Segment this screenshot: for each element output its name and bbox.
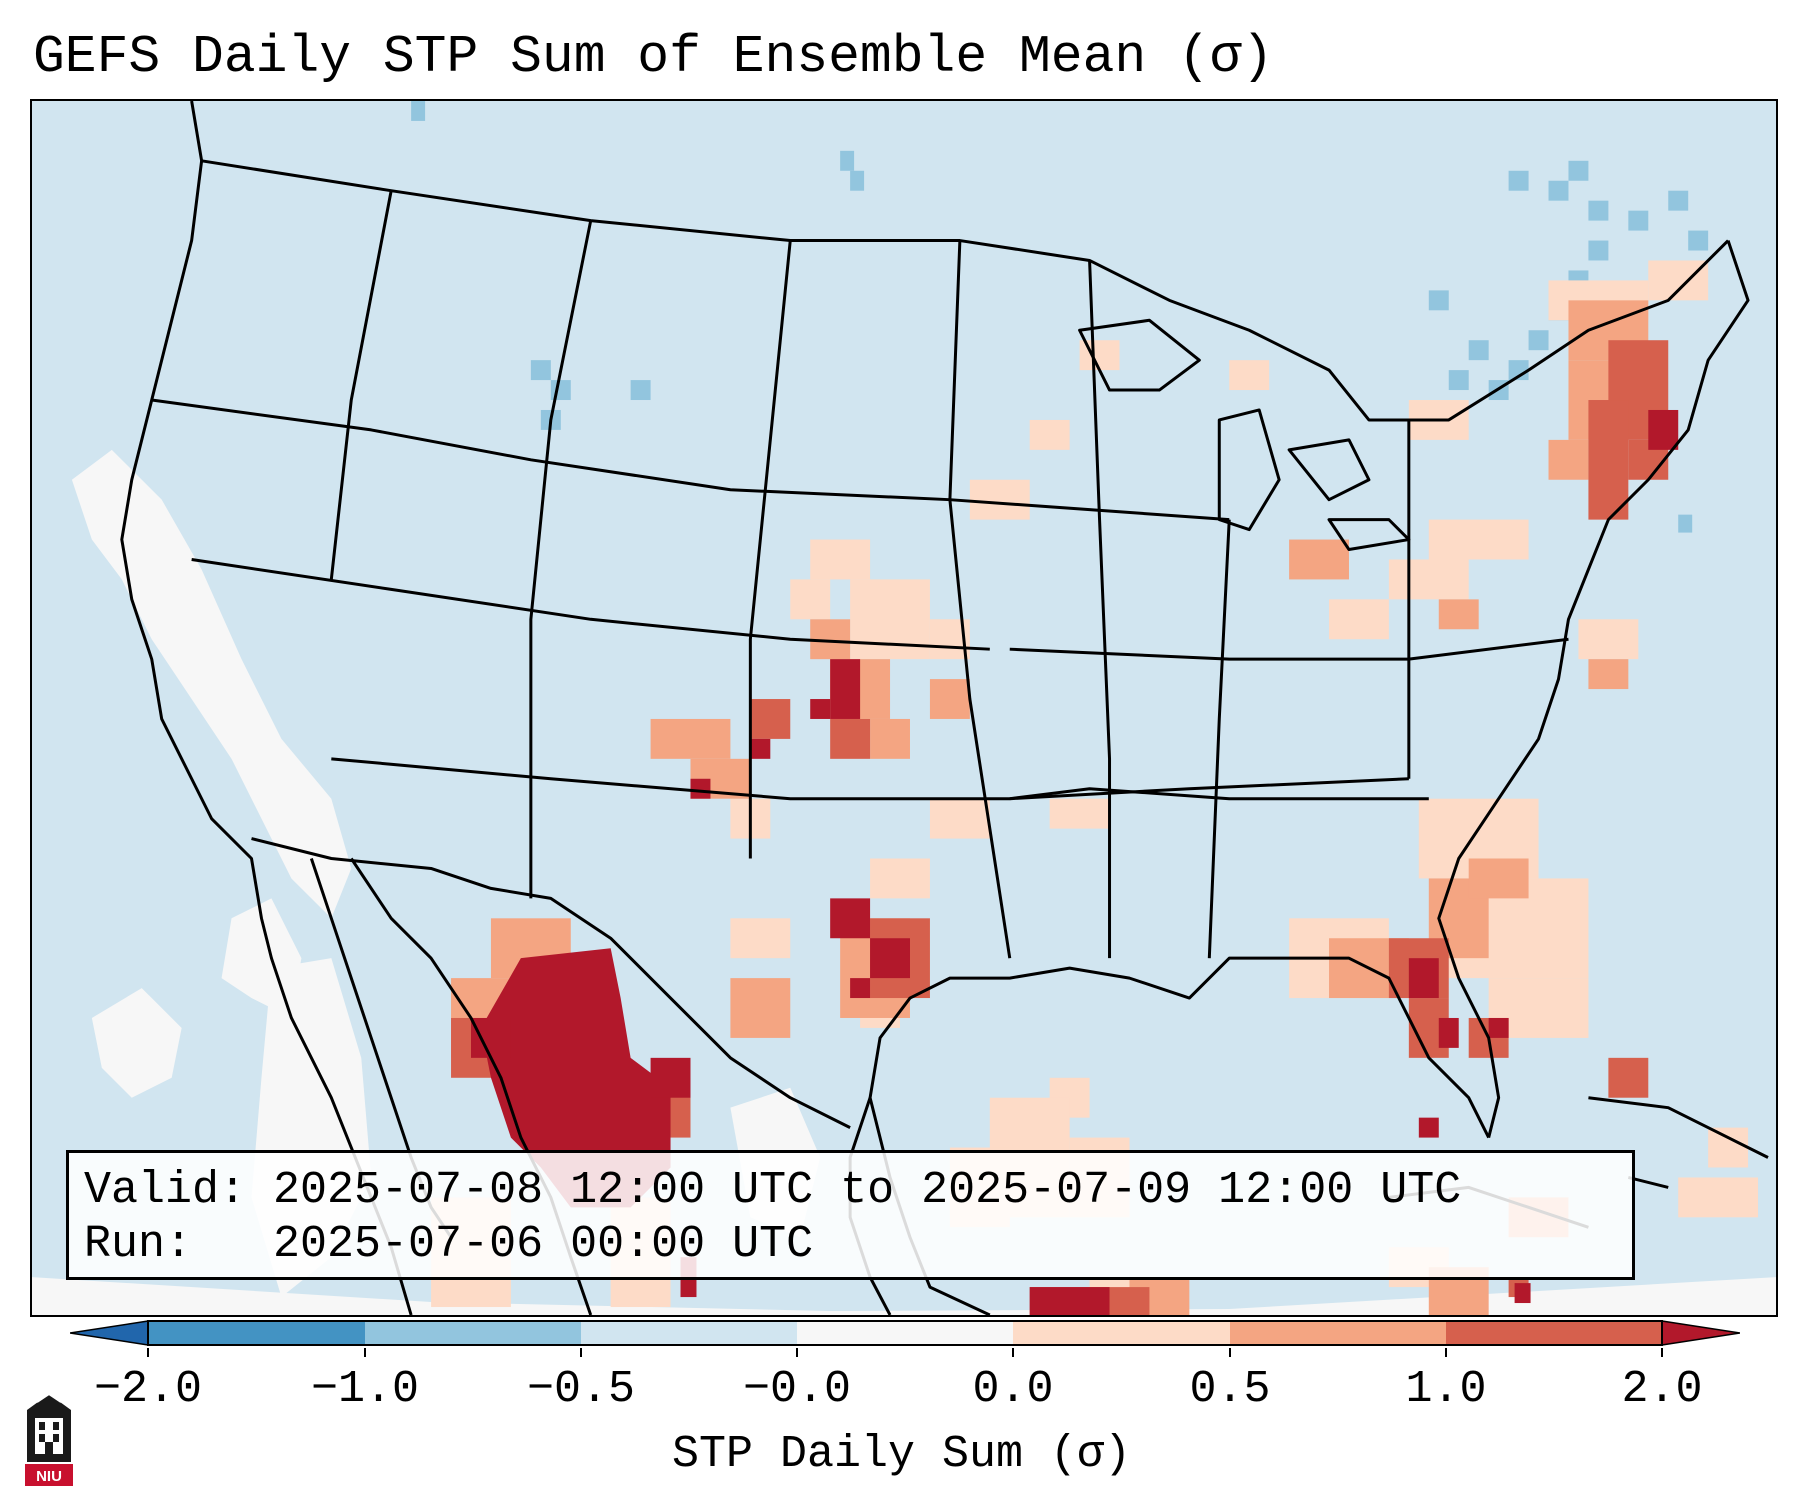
boundaries (120, 101, 1769, 1315)
colorbar-tick (147, 1348, 149, 1357)
colorbar-tick (1229, 1348, 1231, 1357)
region-positive-extreme (470, 409, 1679, 1315)
valid-time-text: Valid: 2025-07-08 12:00 UTC to 2025-07-0… (84, 1165, 1462, 1216)
colorbar-bin (148, 1321, 365, 1345)
map-canvas (32, 101, 1776, 1315)
colorbar-tick-label: 0.5 (1189, 1364, 1271, 1415)
colorbar (70, 1320, 1740, 1346)
colorbar-tick-label: −0.0 (742, 1364, 852, 1415)
colorbar-outline (147, 1320, 1663, 1346)
region-negative-canada (411, 101, 1709, 533)
colorbar-under-extend (70, 1320, 149, 1346)
map-panel (30, 99, 1778, 1317)
colorbar-bin (1013, 1321, 1230, 1345)
colorbar-bin (1446, 1321, 1662, 1345)
colorbar-bin (581, 1321, 797, 1345)
colorbar-tick-label: 2.0 (1621, 1364, 1703, 1415)
colorbar-tick-label: −2.0 (93, 1364, 203, 1415)
colorbar-tick-label: −1.0 (310, 1364, 420, 1415)
colorbar-tick (1445, 1348, 1447, 1357)
colorbar-tick-label: 1.0 (1405, 1364, 1487, 1415)
colorbar-tick (1012, 1348, 1014, 1357)
colorbar-tick-label: 0.0 (972, 1364, 1054, 1415)
colorbar-tick (364, 1348, 366, 1357)
colorbar-over-extend (1661, 1320, 1740, 1346)
logo-text: NIU (36, 1468, 62, 1485)
colorbar-tick (1661, 1348, 1663, 1357)
colorbar-bin (1230, 1321, 1446, 1345)
colorbar-bin (797, 1321, 1013, 1345)
chart-title: GEFS Daily STP Sum of Ensemble Mean (σ) (33, 27, 1274, 87)
colorbar-title: STP Daily Sum (σ) (671, 1429, 1132, 1480)
colorbar-tick (796, 1348, 798, 1357)
niu-logo: NIU (25, 1392, 73, 1486)
validity-info-box: Valid: 2025-07-08 12:00 UTC to 2025-07-0… (66, 1150, 1635, 1280)
colorbar-tick-label: −0.5 (526, 1364, 636, 1415)
run-time-text: Run: 2025-07-06 00:00 UTC (84, 1219, 814, 1270)
colorbar-tick (580, 1348, 582, 1357)
colorbar-bin (365, 1321, 581, 1345)
logo-badge (25, 1464, 73, 1486)
